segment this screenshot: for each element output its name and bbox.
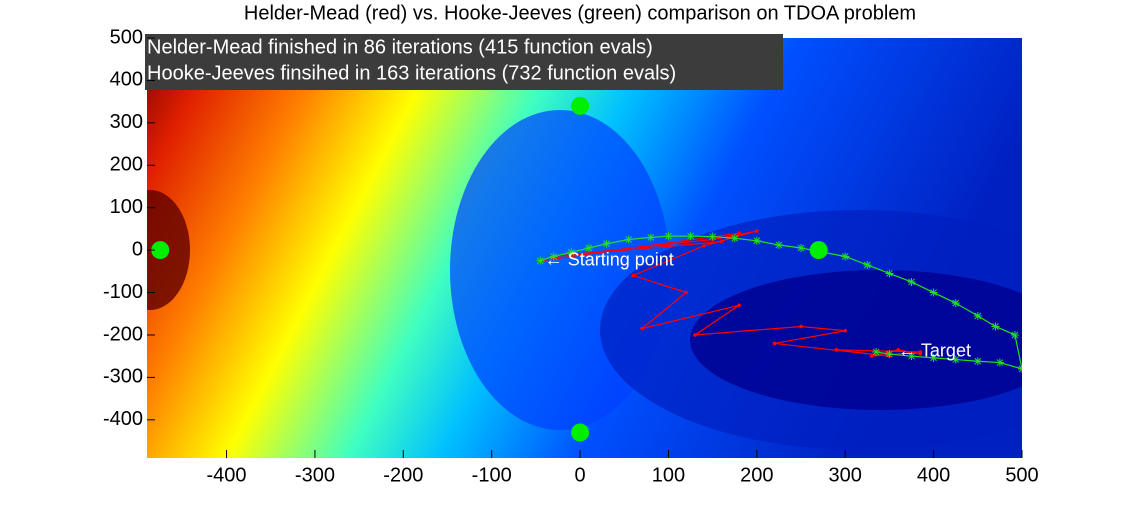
point-marker	[872, 347, 881, 356]
point-marker	[973, 311, 982, 320]
y-tick-label: 0	[132, 238, 143, 260]
x-tick-label: 300	[829, 464, 862, 486]
info-line: Nelder-Mead finished in 86 iterations (4…	[147, 36, 653, 58]
point-marker	[584, 244, 593, 252]
point-marker	[693, 333, 697, 337]
point-marker	[918, 352, 923, 356]
y-tick-label: 200	[110, 154, 143, 176]
point-marker	[991, 322, 1000, 331]
point-marker	[549, 252, 558, 261]
contour-background	[147, 38, 1022, 458]
y-tick-label: -400	[103, 408, 143, 430]
plot-area	[151, 96, 1022, 442]
point-marker	[995, 358, 1004, 367]
point-marker	[1010, 330, 1019, 339]
y-tick-label: 400	[110, 69, 143, 91]
info-box	[145, 34, 783, 90]
point-marker	[797, 244, 806, 252]
point-marker	[973, 357, 982, 366]
point-marker	[702, 244, 706, 248]
point-marker	[896, 348, 901, 352]
point-marker	[664, 232, 673, 241]
point-marker	[834, 348, 839, 352]
point-marker	[1018, 364, 1022, 373]
point-marker	[752, 236, 761, 245]
annotation: ← Starting point	[545, 249, 674, 269]
point-marker	[624, 235, 633, 244]
point-marker	[755, 229, 759, 233]
sensor	[571, 423, 590, 442]
point-marker	[536, 256, 545, 265]
x-tick-label: 100	[652, 464, 685, 486]
point-marker	[737, 231, 741, 235]
x-tick-label: 0	[575, 464, 586, 486]
point-marker	[686, 232, 695, 241]
x-tick-label: -100	[472, 464, 512, 486]
x-tick-label: 500	[1005, 464, 1038, 486]
point-marker	[774, 241, 783, 250]
point-marker	[951, 355, 960, 364]
sensor	[809, 241, 828, 260]
point-marker	[708, 232, 717, 241]
sensor	[571, 96, 590, 115]
x-tick-label: 400	[917, 464, 950, 486]
point-marker	[646, 233, 655, 242]
y-tick-label: 500	[110, 26, 143, 48]
point-marker	[907, 352, 916, 361]
y-tick-label: -200	[103, 323, 143, 345]
point-marker	[799, 324, 803, 329]
x-tick-label: -400	[207, 464, 247, 486]
y-tick-label: 100	[110, 196, 143, 218]
point-marker	[772, 341, 777, 346]
point-marker	[885, 269, 894, 278]
x-tick-label: -300	[295, 464, 335, 486]
point-marker	[684, 290, 688, 295]
point-marker	[841, 252, 850, 261]
point-marker	[869, 354, 874, 358]
point-marker	[719, 239, 724, 244]
info-line: Hooke-Jeeves finsihed in 163 iterations …	[147, 62, 676, 84]
point-marker	[885, 350, 894, 359]
point-marker	[737, 303, 741, 308]
point-marker	[929, 288, 938, 297]
point-marker	[602, 239, 611, 248]
point-marker	[631, 273, 635, 278]
y-tick-label: -300	[103, 366, 143, 388]
sensor	[151, 241, 170, 260]
point-marker	[929, 353, 938, 362]
x-tick-label: 200	[740, 464, 773, 486]
point-marker	[730, 234, 739, 243]
point-marker	[640, 326, 644, 331]
y-tick-label: 300	[110, 111, 143, 133]
point-marker	[863, 260, 872, 269]
point-marker	[843, 328, 848, 333]
point-marker	[951, 299, 960, 308]
x-tick-label: -200	[383, 464, 423, 486]
point-marker	[907, 277, 916, 286]
point-marker	[567, 248, 576, 257]
annotation: ← Target	[898, 341, 971, 361]
chart-title: Helder-Mead (red) vs. Hooke-Jeeves (gree…	[244, 2, 916, 24]
y-tick-label: -100	[103, 281, 143, 303]
